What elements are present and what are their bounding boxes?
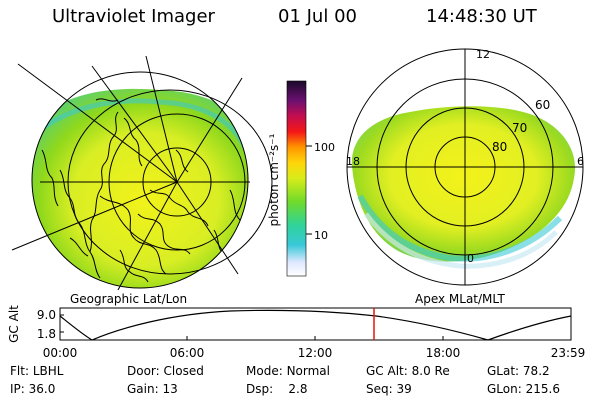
alt-xtick-2359: 23:59 <box>551 346 586 360</box>
apex-grid <box>346 48 584 286</box>
time-label: 14:48:30 UT <box>426 6 537 27</box>
info-gc-alt: GC Alt: 8.0 Re <box>366 364 450 378</box>
alt-ytick-9: 9.0 <box>37 308 56 322</box>
info-seq: Seq: 39 <box>366 382 412 396</box>
alt-xtick-0600: 06:00 <box>170 346 205 360</box>
lat-label-70: 70 <box>512 121 527 135</box>
colorbar: 100 10 photon cm⁻²s⁻¹ <box>267 80 335 277</box>
mlt-label-6: 6 <box>577 155 584 168</box>
altitude-plot: 9.0 1.8 GC Alt 00:00 06:00 12:00 18:00 2… <box>7 305 585 360</box>
lat-label-60: 60 <box>535 98 550 112</box>
info-mode: Mode: Normal <box>246 364 330 378</box>
info-dsp: Dsp: 2.8 <box>246 382 308 396</box>
colorbar-tick-100: 100 <box>314 141 335 154</box>
alt-xtick-1800: 18:00 <box>426 346 461 360</box>
apex-map: 12 18 6 0 60 70 80 <box>346 48 584 286</box>
info-glon: GLon: 215.6 <box>487 382 560 396</box>
colorbar-unit-label: photon cm⁻²s⁻¹ <box>267 133 281 226</box>
geographic-caption: Geographic Lat/Lon <box>70 292 188 306</box>
apex-caption: Apex MLat/MLT <box>415 292 505 306</box>
app-title: Ultraviolet Imager <box>52 6 215 27</box>
alt-ytick-1-8: 1.8 <box>37 327 56 341</box>
alt-xtick-0000: 00:00 <box>43 346 78 360</box>
colorbar-tick-10: 10 <box>314 229 328 242</box>
info-gain: Gain: 13 <box>127 382 178 396</box>
geographic-grid <box>11 55 273 291</box>
geographic-map <box>11 55 273 291</box>
mlt-label-12: 12 <box>476 48 490 61</box>
aurora-image-apex <box>351 106 576 262</box>
lat-label-80: 80 <box>492 140 507 154</box>
info-ip: IP: 36.0 <box>10 382 56 396</box>
altitude-curve <box>59 309 572 341</box>
info-glat: GLat: 78.2 <box>487 364 550 378</box>
mlt-label-0: 0 <box>467 252 474 265</box>
alt-ylabel: GC Alt <box>7 305 21 343</box>
mlt-label-18: 18 <box>346 155 360 168</box>
info-door: Door: Closed <box>127 364 204 378</box>
info-filter: Flt: LBHL <box>10 364 64 378</box>
date-label: 01 Jul 00 <box>278 6 357 27</box>
alt-xtick-1200: 12:00 <box>298 346 333 360</box>
